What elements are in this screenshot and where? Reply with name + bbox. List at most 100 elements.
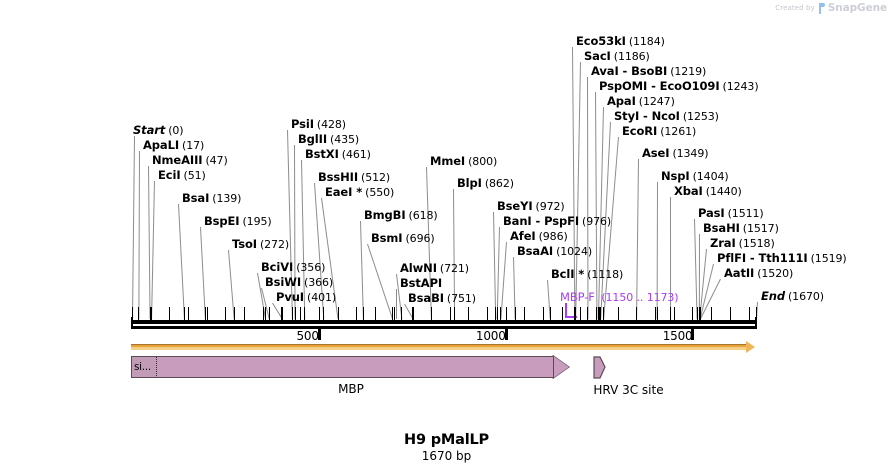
enzyme-name: Start bbox=[133, 123, 166, 137]
ruler-minor-tick bbox=[150, 307, 152, 320]
enzyme-label-bsabi[interactable]: BsaBI (751) bbox=[408, 292, 476, 305]
enzyme-label-bsiwi[interactable]: BsiWI (366) bbox=[265, 276, 333, 289]
enzyme-position: (366) bbox=[304, 276, 334, 289]
enzyme-label-alwni[interactable]: AlwNI (721) bbox=[400, 262, 469, 275]
ruler-tick bbox=[138, 307, 140, 320]
enzyme-label-ecori[interactable]: EcoRI (1261) bbox=[622, 125, 696, 138]
enzyme-label-bani[interactable]: BanI - PspFI (976) bbox=[503, 215, 611, 228]
enzyme-name-secondary: - PspFI bbox=[531, 214, 580, 228]
feature-signal-peptide-box[interactable]: si... bbox=[131, 356, 157, 378]
enzyme-position: (428) bbox=[316, 118, 346, 131]
enzyme-label-zrai[interactable]: ZraI (1518) bbox=[710, 237, 775, 250]
ruler-tick-label-500: 500 bbox=[296, 329, 320, 343]
enzyme-label-end[interactable]: End (1670) bbox=[761, 290, 824, 303]
enzyme-position: (618) bbox=[408, 209, 438, 222]
enzyme-label-afei[interactable]: AfeI (986) bbox=[510, 230, 568, 243]
enzyme-name: BclI bbox=[551, 267, 575, 281]
ruler-minor-tick bbox=[729, 307, 731, 320]
enzyme-name: EcoRI bbox=[622, 124, 658, 138]
feature-mbp-arrowhead-icon bbox=[552, 355, 569, 379]
enzyme-label-bstxi[interactable]: BstXI (461) bbox=[305, 148, 371, 161]
enzyme-label-ecii[interactable]: EciI (51) bbox=[158, 169, 206, 182]
enzyme-position: (800) bbox=[468, 155, 498, 168]
primer-bracket-marker bbox=[565, 303, 577, 318]
enzyme-label-blpi[interactable]: BlpI (862) bbox=[457, 177, 514, 190]
ruler-minor-tick bbox=[580, 307, 582, 320]
enzyme-label-apali[interactable]: ApaLI (17) bbox=[143, 139, 204, 152]
enzyme-label-start[interactable]: Start (0) bbox=[133, 124, 184, 137]
enzyme-label-bsaai[interactable]: BsaAI (1024) bbox=[517, 245, 592, 258]
ruler-minor-tick bbox=[356, 307, 358, 320]
enzyme-label-styi[interactable]: StyI - NcoI (1253) bbox=[614, 110, 719, 123]
ruler-major-tick bbox=[317, 329, 321, 340]
ruler-tick bbox=[294, 307, 296, 320]
ruler-line-lower bbox=[131, 326, 757, 329]
enzyme-label-bsai[interactable]: BsaI (139) bbox=[182, 192, 241, 205]
ruler-minor-tick bbox=[225, 307, 227, 320]
enzyme-label-bsmi[interactable]: BsmI (696) bbox=[371, 232, 435, 245]
enzyme-name: BseYI bbox=[497, 199, 533, 213]
ruler-tick bbox=[587, 307, 589, 320]
enzyme-position: (1024) bbox=[556, 245, 593, 258]
enzyme-label-aatii[interactable]: AatII (1520) bbox=[724, 267, 793, 280]
enzyme-label-nspi[interactable]: NspI (1404) bbox=[661, 170, 729, 183]
enzyme-label-psii[interactable]: PsiI (428) bbox=[291, 118, 346, 131]
feature-signal-peptide-label: si... bbox=[134, 361, 151, 373]
enzyme-name: NspI bbox=[661, 169, 690, 183]
enzyme-label-eaei[interactable]: EaeI * (550) bbox=[325, 186, 394, 199]
enzyme-label-saci[interactable]: SacI (1186) bbox=[584, 50, 650, 63]
enzyme-label-mmei[interactable]: MmeI (800) bbox=[430, 155, 497, 168]
enzyme-label-tsoi[interactable]: TsoI (272) bbox=[232, 238, 289, 251]
enzyme-position: (47) bbox=[205, 154, 228, 167]
ruler-tick bbox=[149, 307, 151, 320]
enzyme-label-pasi[interactable]: PasI (1511) bbox=[698, 207, 764, 220]
ruler-tick bbox=[597, 307, 599, 320]
ruler-major-tick bbox=[691, 329, 695, 340]
leader-line bbox=[396, 289, 397, 319]
enzyme-label-bsahi[interactable]: BsaHI (1517) bbox=[703, 222, 779, 235]
ruler-minor-tick bbox=[412, 307, 414, 320]
enzyme-label-bcli[interactable]: BclI * (1118) bbox=[551, 268, 623, 281]
ruler-tick bbox=[756, 307, 757, 320]
enzyme-label-bsshii[interactable]: BssHII (512) bbox=[318, 171, 390, 184]
orange-span-arrowhead-icon bbox=[746, 341, 755, 353]
enzyme-label-pspomi[interactable]: PspOMI - EcoO109I (1243) bbox=[599, 80, 759, 93]
enzyme-name-secondary: - BsoBI bbox=[618, 64, 668, 78]
enzyme-label-pvui[interactable]: PvuI (401) bbox=[276, 291, 336, 304]
primer-name: MBP-F bbox=[560, 290, 595, 304]
ruler-tick bbox=[500, 307, 502, 320]
enzyme-label-eco53ki[interactable]: Eco53kI (1184) bbox=[576, 35, 665, 48]
enzyme-name: AfeI bbox=[510, 229, 536, 243]
ruler-minor-tick bbox=[262, 307, 264, 320]
enzyme-label-xbai[interactable]: XbaI (1440) bbox=[674, 185, 742, 198]
enzyme-label-nmeaiii[interactable]: NmeAIII (47) bbox=[152, 154, 228, 167]
enzyme-name: TsoI bbox=[232, 237, 257, 251]
enzyme-label-bspei[interactable]: BspEI (195) bbox=[204, 215, 272, 228]
leader-line bbox=[148, 165, 151, 319]
ruler-tick bbox=[268, 307, 270, 320]
ruler-minor-tick bbox=[524, 307, 526, 320]
ruler-minor-tick bbox=[505, 307, 507, 320]
snapgene-logo-icon bbox=[818, 2, 825, 14]
ruler-minor-tick bbox=[188, 307, 190, 320]
enzyme-label-bmgbi[interactable]: BmgBI (618) bbox=[364, 209, 438, 222]
leader-line bbox=[595, 91, 598, 319]
feature-mbp[interactable]: si... bbox=[131, 355, 571, 379]
enzyme-label-avai[interactable]: AvaI - BsoBI (1219) bbox=[591, 65, 706, 78]
enzyme-name: BsiWI bbox=[265, 275, 302, 289]
ruler-minor-tick bbox=[430, 307, 432, 320]
enzyme-label-pflfi[interactable]: PflFI - Tth111I (1519) bbox=[717, 252, 847, 265]
enzyme-label-bseyi[interactable]: BseYI (972) bbox=[497, 200, 565, 213]
primer-label-mbp-f[interactable]: MBP-F (1150 .. 1173) bbox=[560, 291, 679, 304]
enzyme-position: (461) bbox=[341, 148, 371, 161]
feature-hrv-3c-site[interactable] bbox=[593, 356, 606, 379]
feature-mbp-body bbox=[131, 356, 554, 378]
ruler-tick bbox=[699, 307, 701, 320]
enzyme-label-bstapi[interactable]: BstAPI bbox=[400, 277, 442, 289]
enzyme-label-apai[interactable]: ApaI (1247) bbox=[607, 95, 675, 108]
enzyme-label-bglii[interactable]: BglII (435) bbox=[298, 133, 359, 146]
enzyme-label-asei[interactable]: AseI (1349) bbox=[642, 147, 709, 160]
enzyme-label-bcivi[interactable]: BciVI (356) bbox=[261, 261, 325, 274]
ruler-tick bbox=[304, 307, 306, 320]
enzyme-name: PvuI bbox=[276, 290, 304, 304]
